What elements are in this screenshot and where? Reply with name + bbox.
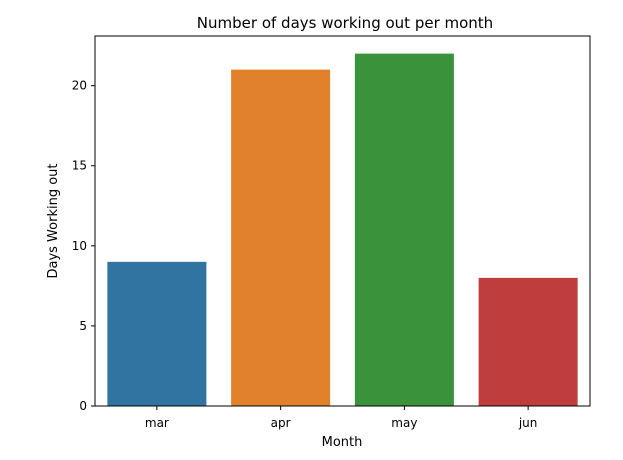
x-tick-label: may [391,416,417,430]
y-axis-ticks: 0 5 10 15 20 [72,79,95,413]
x-tick-label: jun [518,416,538,430]
bars-layer [107,53,578,407]
bar-jun [478,277,578,406]
plot-frame [94,35,591,407]
bar-apr [231,69,331,406]
x-tick-label: mar [145,416,169,430]
y-tick-label: 0 [79,399,87,413]
bar-mar [107,261,207,406]
x-tick-label: apr [271,416,291,430]
y-tick-label: 10 [72,239,87,253]
bar-may [354,53,454,407]
y-tick-label: 15 [72,159,87,173]
y-axis-label: Days Working out [46,163,61,278]
chart-title: Number of days working out per month [197,14,493,32]
x-axis-label: Month [322,435,363,450]
y-tick-label: 20 [72,79,87,93]
x-axis-ticks: mar apr may jun [145,406,538,430]
y-tick-label: 5 [79,319,87,333]
